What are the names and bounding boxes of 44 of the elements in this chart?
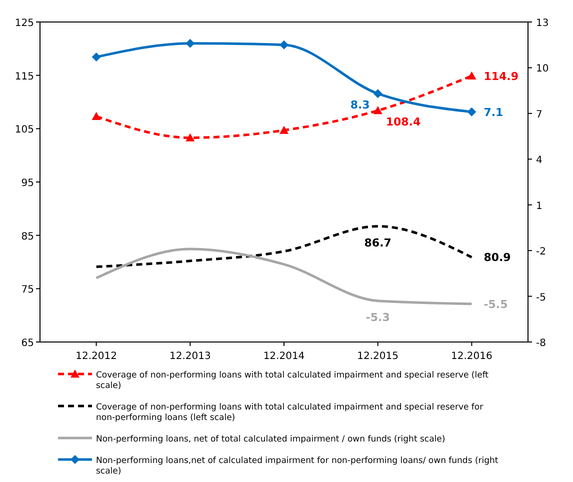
y2-tick-label: 1 — [536, 200, 542, 212]
y-tick-label: 75 — [21, 284, 34, 296]
x-tick-label: 12.2013 — [169, 351, 211, 362]
x-tick-label: 12.2015 — [357, 351, 399, 362]
x-tick-label: 12.2014 — [263, 351, 305, 362]
point — [373, 89, 382, 98]
data-label: 114.9 — [484, 70, 518, 83]
y2-tick-label: 13 — [536, 18, 549, 29]
y2-tick-label: 4 — [536, 155, 542, 166]
y-tick-label: 85 — [21, 231, 34, 242]
point — [186, 38, 195, 48]
legend-label: Coverage of non-performing loans with total calculated impairment and special reserve for non-performing loans (left scale) — [96, 402, 484, 423]
y2-tick-label: 10 — [536, 64, 549, 75]
data-label: 80.9 — [484, 251, 511, 264]
line-series — [95, 248, 473, 306]
data-label: -5.5 — [484, 298, 508, 311]
data-label: 108.4 — [386, 116, 421, 129]
y-tick-label: 105 — [14, 124, 34, 136]
legend-label: Non-performing loans,net of calculated impairment for non-performing loans/ own funds (right scale) — [96, 456, 499, 476]
data-label: 7.1 — [484, 106, 504, 119]
y2-tick-label: 7 — [536, 109, 542, 120]
point — [280, 126, 288, 134]
point — [186, 133, 195, 142]
y-tick-label: 95 — [21, 178, 34, 189]
point — [280, 40, 288, 50]
y2-tick-label: -2 — [536, 246, 546, 258]
y2-tick-label: -5 — [536, 292, 546, 304]
legend-label: Non-performing loans, net of total calculated impairment / own funds (right scale) — [96, 434, 446, 444]
line-series — [95, 225, 473, 268]
point — [92, 52, 101, 62]
data-label: -5.3 — [366, 310, 390, 324]
x-tick-label: 12.2012 — [76, 351, 117, 362]
point — [373, 106, 382, 114]
data-label: 8.3 — [350, 98, 370, 112]
data-label: 86.7 — [364, 236, 392, 250]
y2-tick-label: -8 — [536, 338, 546, 349]
y-tick-label: 115 — [14, 71, 34, 82]
point — [467, 71, 476, 80]
y-tick-label: 65 — [21, 338, 34, 349]
legend-label: Coverage of non-performing loans with total calculated impairment and special reserve (left scale) — [96, 370, 490, 391]
y-tick-label: 125 — [14, 18, 34, 29]
point — [92, 112, 101, 120]
point — [467, 107, 476, 116]
x-tick-label: 12.2016 — [451, 351, 492, 362]
